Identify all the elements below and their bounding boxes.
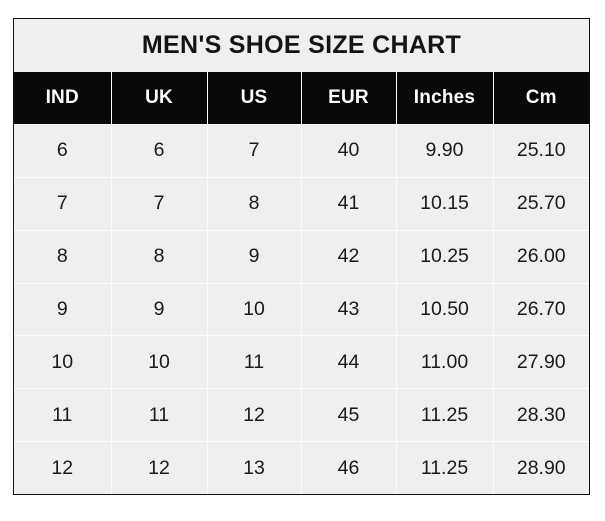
cell-ind: 12 bbox=[51, 456, 74, 479]
page-title: MEN'S SHOE SIZE CHART bbox=[14, 19, 589, 72]
cell-cm: 26.70 bbox=[492, 283, 590, 336]
cell-uk: 11 bbox=[110, 389, 207, 442]
table-row: 6 6 7 40 9.90 25.10 bbox=[14, 124, 589, 177]
table-row: 8 8 9 42 10.25 26.00 bbox=[14, 229, 590, 283]
column-header-inches: Inches bbox=[395, 72, 493, 124]
cell-eur: 42 bbox=[300, 230, 396, 283]
column-header-us: US bbox=[206, 72, 301, 124]
cell-us: 11 bbox=[206, 336, 301, 389]
cell-inches: 11.25 bbox=[395, 389, 493, 442]
column-header-eur: EUR bbox=[300, 72, 396, 124]
cell-inches: 10.15 bbox=[395, 177, 493, 230]
table-row: 11 11 12 45 11.25 28.30 bbox=[14, 388, 590, 442]
cell-uk: 6 bbox=[110, 125, 207, 177]
table-row: 9 9 10 43 10.50 26.70 bbox=[14, 282, 590, 336]
cell-cm: 27.90 bbox=[492, 336, 590, 389]
cell-ind: 8 bbox=[56, 245, 68, 268]
cell-us: 9 bbox=[206, 230, 301, 283]
cell-us: 13 bbox=[206, 442, 301, 495]
table-row: 10 10 11 44 11.00 27.90 bbox=[14, 335, 590, 389]
column-header-cm: Cm bbox=[492, 72, 590, 124]
cell-inches: 11.25 bbox=[395, 442, 493, 495]
cell-inches: 9.90 bbox=[395, 125, 493, 177]
cell-eur: 40 bbox=[300, 125, 396, 177]
cell-eur: 43 bbox=[300, 283, 396, 336]
cell-ind: 9 bbox=[56, 298, 68, 320]
cell-us: 12 bbox=[206, 389, 301, 442]
column-header-uk: UK bbox=[110, 72, 207, 124]
cell-eur: 44 bbox=[300, 336, 396, 389]
cell-us: 10 bbox=[206, 283, 301, 336]
cell-ind: 7 bbox=[56, 192, 68, 215]
cell-eur: 41 bbox=[300, 177, 396, 230]
table-header-row: IND UK US EUR Inches Cm bbox=[14, 72, 589, 124]
size-chart-table: MEN'S SHOE SIZE CHART IND UK US EUR Inch… bbox=[13, 18, 590, 495]
cell-us: 7 bbox=[206, 125, 301, 177]
cell-us: 8 bbox=[206, 177, 301, 230]
table-row: 7 7 8 41 10.15 25.70 bbox=[14, 176, 590, 230]
cell-inches: 10.25 bbox=[395, 230, 493, 283]
cell-eur: 46 bbox=[300, 442, 396, 495]
cell-inches: 10.50 bbox=[395, 283, 493, 336]
cell-cm: 25.70 bbox=[492, 177, 590, 230]
cell-uk: 9 bbox=[110, 283, 207, 336]
cell-uk: 7 bbox=[110, 177, 207, 230]
cell-eur: 45 bbox=[300, 389, 396, 442]
cell-cm: 28.90 bbox=[492, 442, 590, 495]
table-row: 12 12 13 46 11.25 28.90 bbox=[14, 441, 590, 495]
cell-cm: 25.10 bbox=[492, 125, 590, 177]
cell-uk: 12 bbox=[110, 442, 207, 495]
column-header-ind: IND bbox=[45, 87, 79, 108]
cell-uk: 10 bbox=[110, 336, 207, 389]
cell-cm: 26.00 bbox=[492, 230, 590, 283]
cell-ind: 6 bbox=[56, 139, 68, 162]
cell-ind: 11 bbox=[52, 403, 73, 426]
cell-ind: 10 bbox=[51, 350, 74, 373]
cell-cm: 28.30 bbox=[492, 389, 590, 442]
cell-inches: 11.00 bbox=[395, 336, 493, 389]
cell-uk: 8 bbox=[110, 230, 207, 283]
